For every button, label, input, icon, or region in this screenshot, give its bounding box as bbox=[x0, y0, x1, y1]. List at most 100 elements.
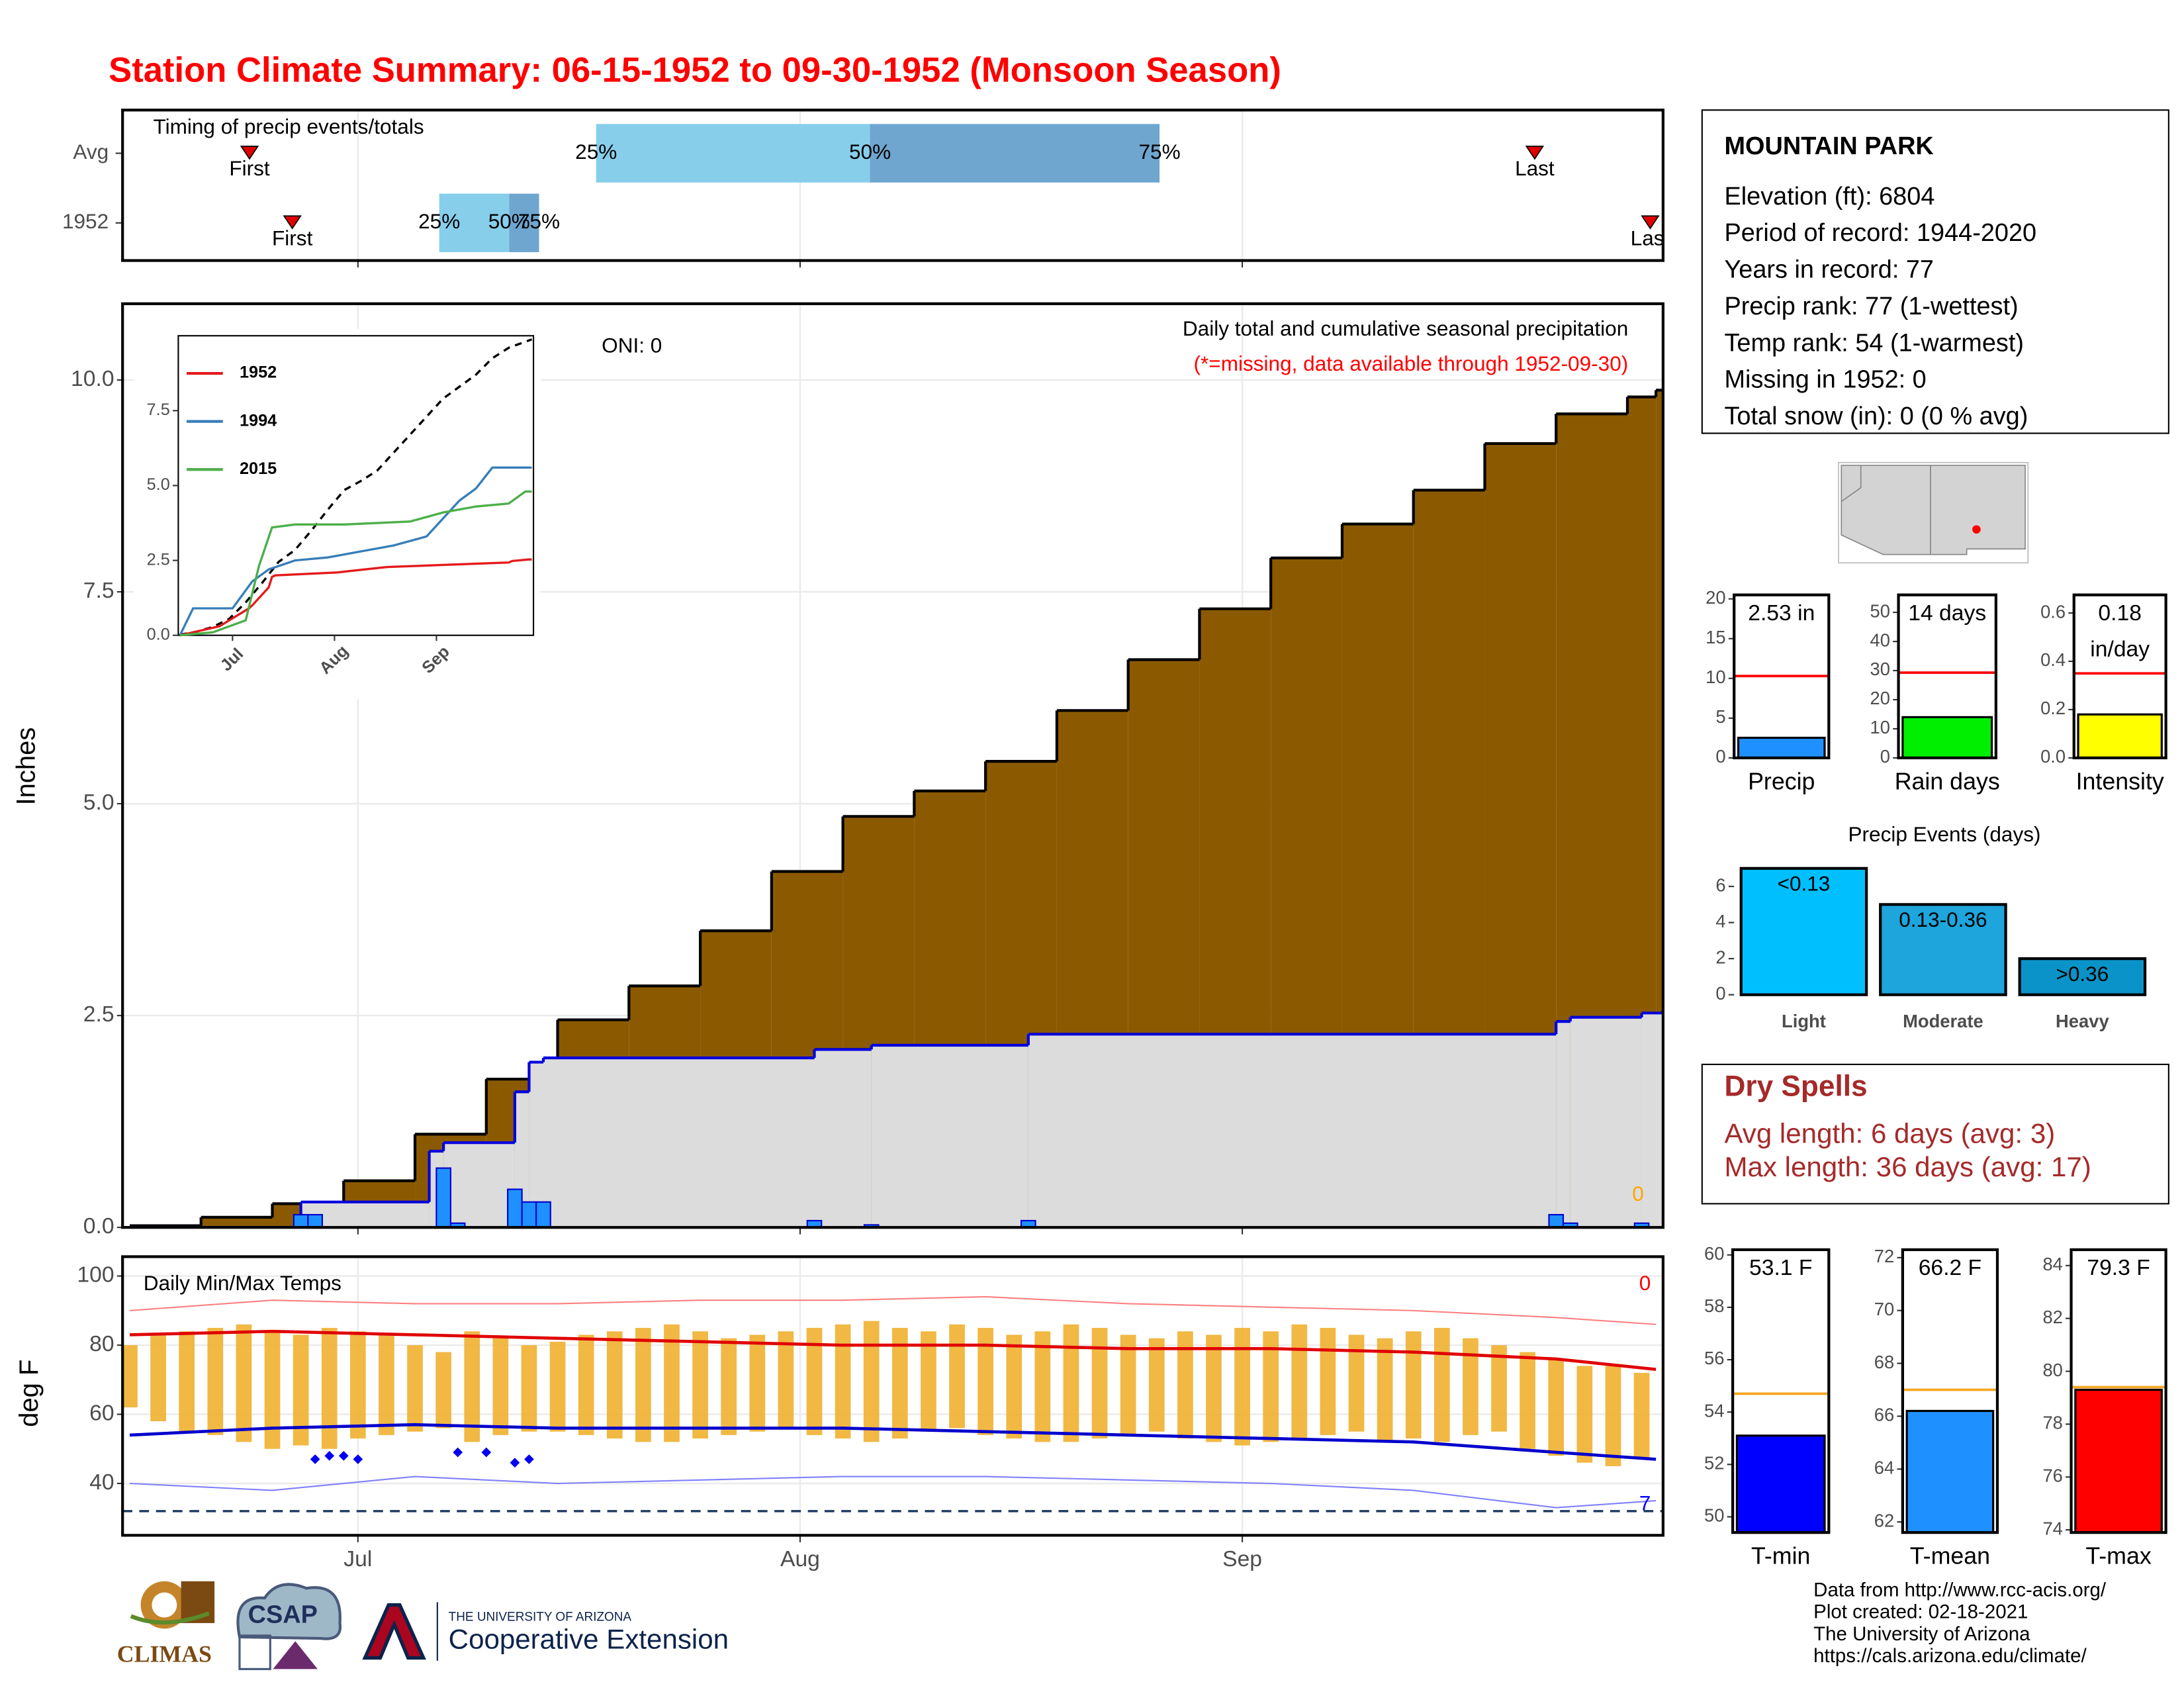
temp-range-bar bbox=[721, 1338, 737, 1435]
temp-range-bar bbox=[150, 1335, 166, 1421]
temp-range-bar bbox=[978, 1327, 993, 1435]
value-label: 53.1 F bbox=[1749, 1256, 1812, 1280]
footer-text: https://cals.arizona.edu/climate/ bbox=[1813, 1645, 2087, 1667]
record-marker bbox=[353, 1454, 363, 1464]
event-label: Last bbox=[1515, 156, 1555, 180]
y-tick-label: 0 bbox=[1715, 746, 1725, 767]
event-label: First bbox=[272, 226, 313, 250]
y-tick-label: 70 bbox=[1874, 1299, 1894, 1319]
event-marker bbox=[240, 146, 259, 160]
value-label: 0.18 bbox=[2098, 601, 2142, 626]
value-label: 14 days bbox=[1908, 601, 1986, 626]
temp-range-bar bbox=[1576, 1366, 1593, 1463]
panel-title: Daily Min/Max Temps bbox=[144, 1271, 341, 1295]
temp-range-bar bbox=[1234, 1327, 1250, 1446]
daily-precip-bar bbox=[1020, 1219, 1036, 1228]
csap-logo bbox=[236, 1583, 342, 1670]
y-tick-label: 5.0 bbox=[147, 475, 170, 494]
daily-precip-bar bbox=[1633, 1222, 1650, 1228]
station-name: MOUNTAIN PARK bbox=[1724, 132, 1933, 160]
dry-spell-box bbox=[1701, 1063, 2169, 1205]
quartile-label: 75% bbox=[518, 209, 560, 233]
logo-text: CSAP bbox=[248, 1601, 318, 1628]
temp-range-bar bbox=[1034, 1331, 1051, 1442]
bar bbox=[2018, 957, 2147, 996]
hot-count: 0 bbox=[1639, 1271, 1651, 1295]
y-tick-label: 64 bbox=[1874, 1458, 1894, 1478]
temp-range-bar bbox=[293, 1335, 309, 1446]
daily-precip-bar bbox=[1562, 1222, 1578, 1228]
cumulative-area bbox=[871, 1045, 1028, 1228]
temp-range-bar bbox=[1633, 1372, 1650, 1460]
oni-label: ONI: 0 bbox=[602, 333, 662, 357]
temp-range-bar bbox=[549, 1341, 566, 1432]
cumulative-area bbox=[1570, 1017, 1642, 1228]
y-tick-label: 2.5 bbox=[147, 550, 170, 569]
y-tick-label: 80 bbox=[2042, 1360, 2062, 1380]
panel-border bbox=[1733, 593, 1831, 760]
temp-range-bar bbox=[692, 1331, 708, 1439]
gauge-bar bbox=[2074, 1388, 2163, 1534]
y-tick-label: 7.5 bbox=[83, 579, 114, 603]
footer-text: The University of Arizona bbox=[1813, 1623, 2030, 1645]
daily-precip-bar bbox=[1548, 1213, 1565, 1228]
y-tick-label: 56 bbox=[1704, 1348, 1724, 1368]
temp-range-bar bbox=[379, 1335, 394, 1435]
cumulative-area bbox=[1656, 390, 1663, 1228]
daily-precip-bar bbox=[435, 1167, 451, 1228]
legend-label: 1952 bbox=[240, 363, 277, 382]
quartile-bar bbox=[439, 193, 510, 252]
event-marker bbox=[283, 215, 302, 230]
temp-range-bar bbox=[207, 1327, 224, 1435]
temp-range-bar bbox=[1463, 1338, 1479, 1435]
y-tick-label: 0 bbox=[1880, 746, 1890, 767]
value-label: 79.3 F bbox=[2087, 1256, 2150, 1280]
value-label: <0.13 bbox=[1778, 871, 1831, 895]
location-map bbox=[1838, 461, 2029, 564]
temp-range-bar bbox=[921, 1331, 936, 1432]
y-tick-label: 72 bbox=[1874, 1246, 1894, 1266]
cumulative-area bbox=[443, 1143, 515, 1228]
panel-border bbox=[1901, 1248, 1999, 1534]
y-axis-title: deg F bbox=[15, 1360, 44, 1427]
temp-line bbox=[129, 1476, 1657, 1509]
temp-range-bar bbox=[464, 1331, 480, 1442]
cumulative-area bbox=[1556, 1021, 1570, 1228]
panel-title: Timing of precip events/totals bbox=[154, 115, 424, 138]
temp-range-bar bbox=[1520, 1352, 1535, 1449]
station-info: Precip rank: 77 (1-wettest) bbox=[1724, 293, 2018, 320]
logo-text: Cooperative Extension bbox=[449, 1623, 729, 1654]
value-label: in/day bbox=[2090, 637, 2150, 662]
y-tick-label: 66 bbox=[1874, 1405, 1894, 1425]
temp-range-bar bbox=[664, 1324, 680, 1442]
panel-border bbox=[1897, 593, 1997, 760]
daily-precip-bar bbox=[307, 1213, 323, 1228]
y-tick-label: 10.0 bbox=[71, 367, 114, 391]
panel-title: Precip Events (days) bbox=[1848, 822, 2040, 846]
x-tick-label: Heavy bbox=[2056, 1011, 2109, 1031]
inset-panel bbox=[177, 335, 535, 636]
row-label: Avg bbox=[73, 140, 109, 164]
panel-border bbox=[121, 1255, 1664, 1537]
temp-range-bar bbox=[1091, 1327, 1108, 1439]
temp-range-bar bbox=[778, 1331, 794, 1429]
event-label: Last bbox=[1631, 226, 1670, 250]
timeline-plot: Timing of precip events/totals First Last 2… bbox=[154, 115, 1670, 252]
y-tick-label: 82 bbox=[2042, 1307, 2062, 1327]
event-label: First bbox=[229, 156, 270, 180]
quartile-label: 25% bbox=[575, 140, 617, 164]
y-tick-label: 0.0 bbox=[147, 625, 170, 643]
panel-note: (*=missing, data available through 1952-… bbox=[1194, 352, 1629, 375]
x-axis-title: T-min bbox=[1751, 1542, 1810, 1569]
cumulative-area bbox=[1641, 1013, 1663, 1228]
y-tick-label: 52 bbox=[1704, 1452, 1724, 1473]
temp-range-bar bbox=[1063, 1324, 1079, 1442]
footer-text: Data from http://www.rcc-acis.org/ bbox=[1813, 1579, 2107, 1601]
corner-label: 0 bbox=[1632, 1182, 1644, 1205]
y-tick-label: 84 bbox=[2042, 1254, 2062, 1274]
y-tick-label: 6 bbox=[1715, 874, 1725, 895]
climas-logo bbox=[130, 1581, 215, 1629]
series-line bbox=[179, 466, 532, 636]
y-tick-label: 80 bbox=[89, 1332, 114, 1356]
